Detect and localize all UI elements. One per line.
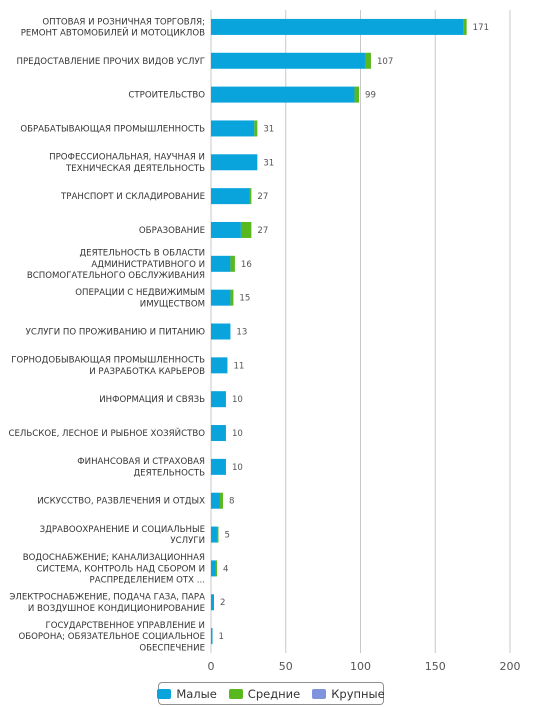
bar-segment	[211, 560, 216, 577]
bar-segment	[211, 594, 214, 611]
value-label: 99	[365, 91, 376, 101]
value-label: 31	[263, 158, 274, 168]
bar-segment	[254, 120, 258, 137]
value-label: 27	[257, 226, 268, 236]
category-label: ЭЛЕКТРОСНАБЖЕНИЕ, ПОДАЧА ГАЗА, ПАРА И ВОЗ…	[9, 593, 205, 614]
category-label: ПРОФЕССИОНАЛЬНАЯ, НАУЧНАЯ И ТЕХНИЧЕСКАЯ Д…	[49, 153, 205, 174]
bar-segment	[211, 221, 241, 238]
legend-swatch	[312, 688, 327, 699]
category-label: ФИНАНСОВАЯ И СТРАХОВАЯ ДЕЯТЕЛЬНОСТЬ	[77, 457, 205, 478]
category-label: ЗДРАВООХРАНЕНИЕ И СОЦИАЛЬНЫЕ УСЛУГИ	[40, 525, 205, 546]
bar-segment	[211, 628, 213, 645]
legend-label: Средние	[247, 686, 301, 701]
value-label: 4	[223, 564, 228, 574]
value-label: 16	[241, 260, 252, 270]
bar-segment	[211, 188, 250, 205]
category-label: УСЛУГИ ПО ПРОЖИВАНИЮ И ПИТАНИЮ	[26, 328, 205, 338]
category-label: ДЕЯТЕЛЬНОСТЬ В ОБЛАСТИ АДМИНИСТРАТИВНОГО …	[27, 249, 205, 282]
category-label: ТРАНСПОРТ И СКЛАДИРОВАНИЕ	[60, 192, 205, 202]
bar-segment	[211, 323, 231, 340]
category-label: ИНФОРМАЦИЯ И СВЯЗЬ	[99, 395, 205, 405]
legend-label: Малые	[176, 686, 217, 701]
value-label: 10	[232, 395, 243, 405]
category-label: ОПТОВАЯ И РОЗНИЧНАЯ ТОРГОВЛЯ; РЕМОНТ АВТО…	[21, 17, 205, 38]
x-axis-tick-labels: 0 50 100 150 200	[208, 660, 521, 673]
bar-segment	[249, 188, 252, 205]
bar-segment	[211, 526, 217, 543]
bar-segment	[211, 357, 228, 374]
bar-segment	[354, 86, 360, 103]
bar-segment	[364, 52, 371, 69]
category-label: ОБРАЗОВАНИЕ	[139, 226, 205, 236]
bar-segment	[211, 425, 226, 442]
value-label: 8	[229, 497, 234, 507]
legend-item[interactable]: Малые	[157, 686, 217, 701]
value-labels: 171 107 99 31 31 27 27 16 15 13 11 10 10 10 8 5 4 2 1	[218, 23, 489, 642]
value-label: 13	[236, 328, 247, 338]
category-label: ГОРНОДОБЫВАЮЩАЯ ПРОМЫШЛЕННОСТЬ И РАЗРАБОТ…	[11, 356, 205, 377]
x-tick-label: 200	[500, 660, 521, 673]
category-label: ОБРАБАТЫВАЮЩАЯ ПРОМЫШЛЕННОСТЬ	[20, 124, 205, 134]
bar-segment	[219, 492, 223, 509]
bar-segment	[215, 560, 217, 577]
bar-segment	[211, 458, 226, 475]
bars	[211, 18, 467, 645]
value-label: 1	[218, 632, 223, 642]
category-label: ВОДОСНАБЖЕНИЕ; КАНАЛИЗАЦИОННАЯ СИСТЕМА, К…	[23, 553, 205, 586]
legend-item[interactable]: Средние	[228, 686, 301, 701]
value-label: 15	[239, 294, 250, 304]
legend-swatch	[157, 688, 172, 699]
category-label: ПРЕДОСТАВЛЕНИЕ ПРОЧИХ ВИДОВ УСЛУГ	[17, 57, 205, 67]
bar-segment	[230, 255, 235, 272]
value-label: 10	[232, 463, 243, 473]
bar-segment	[240, 221, 252, 238]
bar-segment	[211, 289, 231, 306]
bar-segment	[211, 18, 464, 35]
value-label: 5	[224, 531, 229, 541]
category-label: ИСКУССТВО, РАЗВЛЕЧЕНИЯ И ОТДЫХ	[37, 497, 205, 507]
bar-segment	[211, 154, 258, 171]
category-label: СЕЛЬСКОЕ, ЛЕСНОЕ И РЫБНОЕ ХОЗЯЙСТВО	[8, 427, 205, 439]
bar-segment	[211, 255, 231, 272]
gridlines	[210, 10, 511, 653]
bar-segment	[230, 289, 234, 306]
legend: Малые Средние Крупные	[157, 682, 385, 705]
category-label: СТРОИТЕЛЬСТВО	[128, 91, 205, 101]
category-labels: ОПТОВАЯ И РОЗНИЧНАЯ ТОРГОВЛЯ; РЕМОНТ АВТО…	[8, 17, 205, 653]
value-label: 11	[233, 361, 244, 371]
x-tick-label: 150	[425, 660, 446, 673]
bar-segment	[211, 120, 255, 137]
value-label: 10	[232, 429, 243, 439]
legend-swatch	[228, 688, 243, 699]
value-label: 31	[263, 124, 274, 134]
value-label: 2	[220, 598, 225, 608]
legend-label: Крупные	[331, 686, 385, 701]
category-label: ОПЕРАЦИИ С НЕДВИЖИМЫМ ИМУЩЕСТВОМ	[75, 288, 205, 309]
bar-segment	[463, 18, 467, 35]
value-label: 27	[257, 192, 268, 202]
bar-segment	[211, 391, 226, 408]
value-label: 107	[377, 57, 393, 67]
category-label: ГОСУДАРСТВЕННОЕ УПРАВЛЕНИЕ И ОБОРОНА; ОБЯ…	[18, 621, 205, 654]
bar-segment	[211, 52, 365, 69]
x-tick-label: 0	[208, 660, 215, 673]
legend-item[interactable]: Крупные	[312, 686, 385, 701]
bar-segment	[216, 526, 219, 543]
bar-segment	[211, 86, 355, 103]
value-label: 171	[473, 23, 489, 33]
bar-segment	[211, 492, 220, 509]
x-tick-label: 50	[279, 660, 293, 673]
x-tick-label: 100	[350, 660, 371, 673]
